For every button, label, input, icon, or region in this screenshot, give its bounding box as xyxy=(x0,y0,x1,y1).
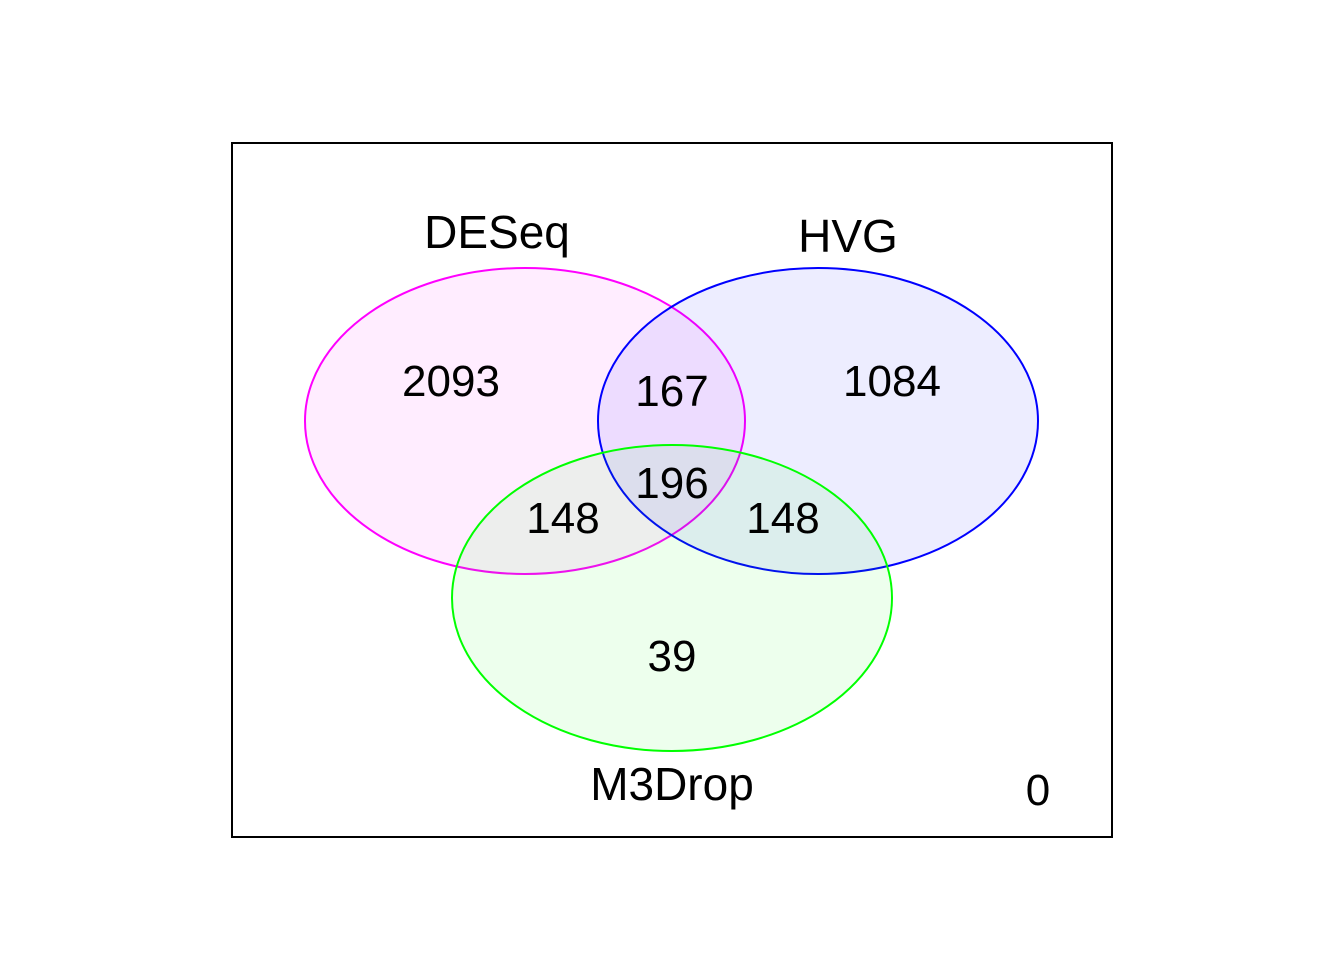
deseq-set-label: DESeq xyxy=(424,206,570,258)
deseq-hvg-count: 167 xyxy=(635,367,708,416)
none-count: 0 xyxy=(1026,766,1050,815)
deseq-only-count: 2093 xyxy=(402,357,500,406)
hvg-set-label: HVG xyxy=(798,210,898,262)
venn-frame xyxy=(231,142,1113,838)
m3drop-only-count: 39 xyxy=(648,632,697,681)
hvg-ellipse xyxy=(597,267,1039,575)
hvg-m3drop-count: 148 xyxy=(746,494,819,543)
all-three-count: 196 xyxy=(635,459,708,508)
m3drop-set-label: M3Drop xyxy=(590,758,754,810)
deseq-ellipse xyxy=(304,267,746,575)
m3drop-ellipse xyxy=(451,444,893,752)
hvg-only-count: 1084 xyxy=(843,357,941,406)
deseq-m3drop-count: 148 xyxy=(526,494,599,543)
